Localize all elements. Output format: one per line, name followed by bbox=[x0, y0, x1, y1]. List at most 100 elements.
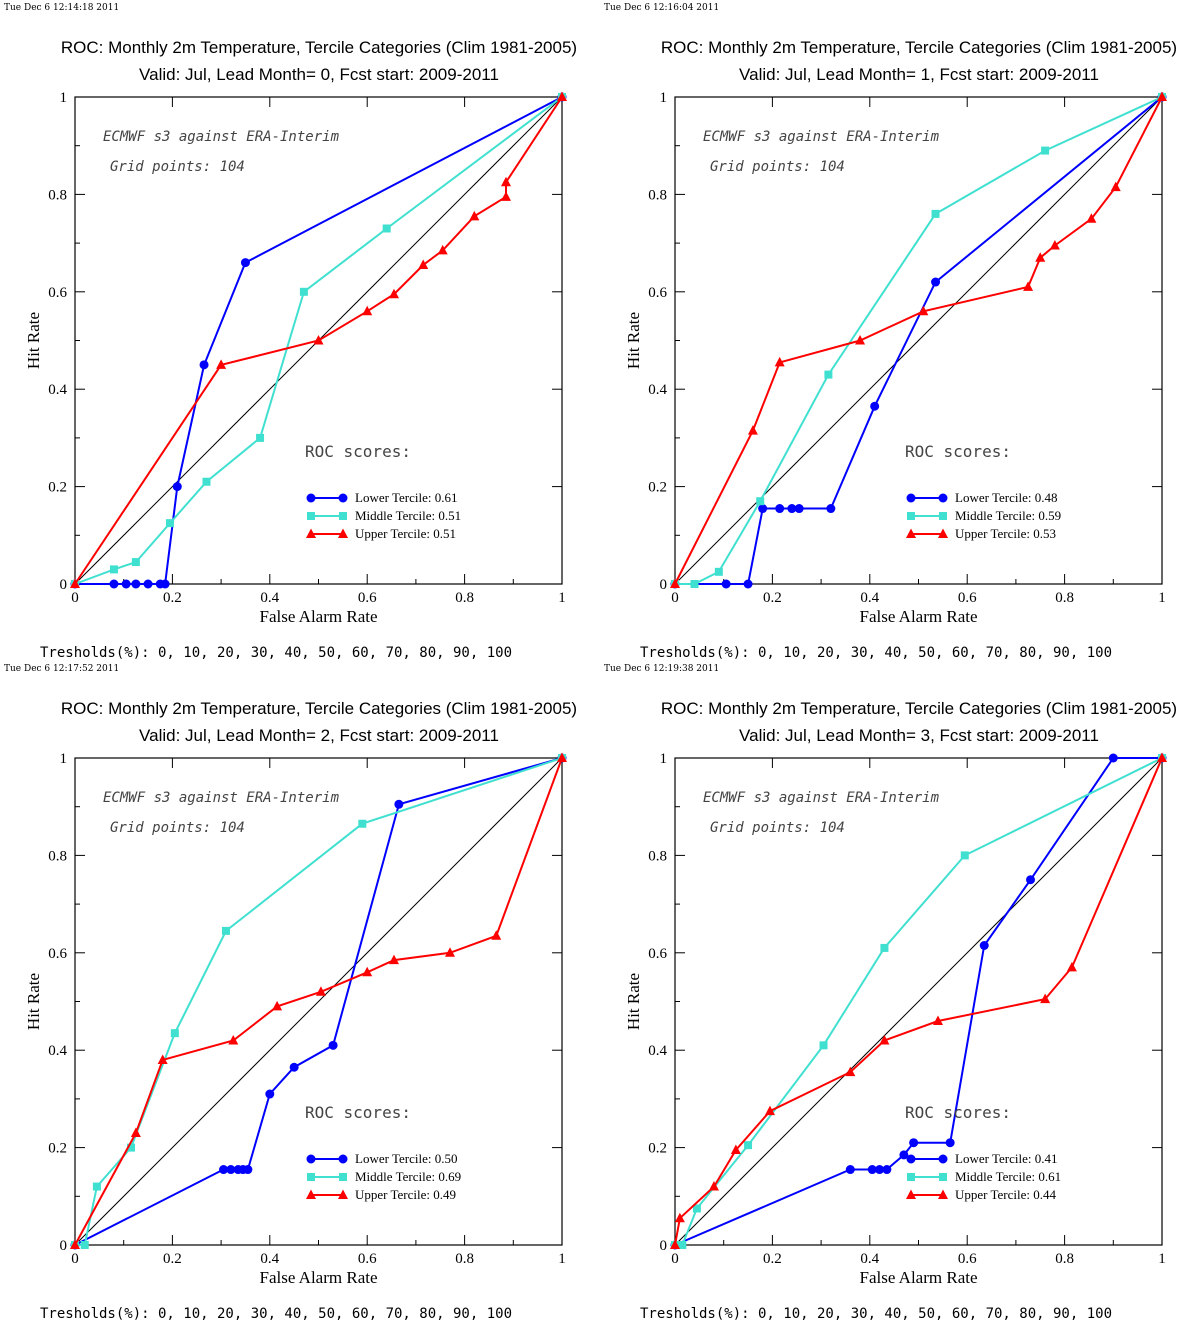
lower-tercile-point bbox=[226, 1165, 236, 1175]
middle-tercile-point bbox=[756, 497, 765, 506]
x-tick-label: 1 bbox=[558, 1251, 566, 1267]
middle-tercile-point bbox=[202, 477, 211, 486]
x-tick-label: 0.8 bbox=[1055, 590, 1074, 606]
y-axis-label: Hit Rate bbox=[624, 973, 643, 1030]
lower-tercile-point bbox=[775, 504, 785, 514]
upper-tercile-point bbox=[1035, 252, 1046, 262]
legend-entry: Upper Tercile: 0.49 bbox=[355, 1187, 456, 1202]
legend-marker bbox=[938, 1154, 948, 1164]
legend-marker bbox=[906, 528, 916, 538]
legend-marker bbox=[307, 1173, 315, 1181]
y-tick-label: 0.8 bbox=[48, 848, 67, 864]
lower-tercile-point bbox=[931, 277, 941, 287]
x-tick-label: 0.8 bbox=[1055, 1251, 1074, 1267]
legend-entry: Upper Tercile: 0.53 bbox=[955, 526, 1056, 541]
lower-tercile-point bbox=[199, 360, 209, 370]
upper-tercile-point bbox=[708, 1181, 719, 1191]
lower-tercile-point bbox=[172, 482, 182, 492]
legend-entry: Lower Tercile: 0.61 bbox=[355, 490, 457, 505]
y-tick-label: 1 bbox=[660, 751, 668, 767]
legend-marker bbox=[339, 1173, 347, 1181]
upper-tercile-point bbox=[557, 91, 567, 101]
upper-tercile-point bbox=[1157, 752, 1167, 762]
legend-marker bbox=[939, 1173, 947, 1181]
lower-tercile-point bbox=[219, 1165, 229, 1175]
lower-tercile-point bbox=[899, 1150, 909, 1160]
middle-tercile-point bbox=[109, 565, 118, 574]
x-tick-label: 0.6 bbox=[958, 1251, 977, 1267]
roc-panel-2: Tue Dec 6 12:17:52 2011 ROC: Monthly 2m T… bbox=[4, 664, 577, 1322]
x-tick-label: 0.6 bbox=[958, 590, 977, 606]
lower-tercile-point bbox=[870, 401, 880, 411]
no-skill-diagonal bbox=[74, 757, 563, 1246]
series-line-square bbox=[675, 96, 1163, 585]
upper-tercile-point bbox=[388, 954, 399, 965]
x-tick-label: 0.6 bbox=[358, 1251, 377, 1267]
legend-entry: Middle Tercile: 0.69 bbox=[355, 1169, 461, 1184]
model-annotation: ECMWF s3 against ERA-Interim bbox=[103, 129, 340, 145]
lower-tercile-point bbox=[743, 579, 753, 589]
model-annotation: ECMWF s3 against ERA-Interim bbox=[703, 129, 940, 145]
roc-scores-heading: ROC scores: bbox=[305, 442, 411, 461]
legend-marker bbox=[306, 1189, 316, 1199]
y-tick-label: 0 bbox=[660, 577, 668, 593]
y-axis-label: Hit Rate bbox=[624, 312, 643, 369]
no-skill-diagonal bbox=[674, 757, 1163, 1246]
middle-tercile-point bbox=[358, 819, 367, 828]
middle-tercile-point bbox=[824, 370, 833, 379]
upper-tercile-point bbox=[1066, 961, 1077, 972]
x-axis-label: False Alarm Rate bbox=[259, 1268, 377, 1287]
x-tick-label: 1 bbox=[1158, 1251, 1166, 1267]
x-tick-label: 0.2 bbox=[763, 590, 782, 606]
y-tick-label: 0.4 bbox=[48, 1043, 67, 1059]
lower-tercile-point bbox=[160, 579, 170, 589]
x-tick-label: 0 bbox=[671, 1251, 679, 1267]
gridpoints-annotation: Grid points: 104 bbox=[110, 159, 245, 175]
lower-tercile-point bbox=[945, 1138, 955, 1148]
middle-tercile-point bbox=[127, 1143, 136, 1152]
y-tick-label: 0 bbox=[60, 577, 68, 593]
timestamp: Tue Dec 6 12:14:18 2011 bbox=[4, 3, 119, 13]
upper-tercile-point bbox=[774, 356, 785, 367]
lower-tercile-point bbox=[131, 579, 141, 589]
x-tick-label: 0.8 bbox=[455, 1251, 474, 1267]
upper-tercile-point bbox=[313, 335, 324, 345]
series-line-square bbox=[675, 757, 1163, 1246]
y-tick-label: 0 bbox=[660, 1238, 668, 1254]
lower-tercile-point bbox=[979, 940, 989, 950]
gridpoints-annotation: Grid points: 104 bbox=[710, 820, 845, 836]
upper-tercile-point bbox=[879, 1034, 890, 1045]
lower-tercile-point bbox=[265, 1089, 275, 1099]
middle-tercile-point bbox=[678, 1241, 687, 1249]
roc-scores-heading: ROC scores: bbox=[905, 1103, 1011, 1122]
upper-tercile-point bbox=[557, 752, 567, 762]
upper-tercile-point bbox=[362, 966, 373, 977]
middle-tercile-point bbox=[1041, 146, 1050, 155]
lower-tercile-point bbox=[845, 1165, 855, 1175]
lower-tercile-point bbox=[121, 579, 131, 589]
thresholds-caption: Tresholds(%): 0, 10, 20, 30, 40, 50, 60,… bbox=[40, 645, 512, 661]
legend-entry: Middle Tercile: 0.59 bbox=[955, 508, 1061, 523]
y-tick-label: 0.2 bbox=[648, 480, 667, 496]
chart-title: ROC: Monthly 2m Temperature, Tercile Cat… bbox=[61, 38, 577, 57]
middle-tercile-point bbox=[221, 926, 230, 935]
middle-tercile-point bbox=[382, 224, 391, 233]
legend-marker bbox=[338, 493, 348, 503]
x-tick-label: 0.6 bbox=[358, 590, 377, 606]
x-tick-label: 0.4 bbox=[860, 590, 879, 606]
upper-tercile-point bbox=[388, 288, 399, 299]
middle-tercile-point bbox=[165, 519, 174, 528]
upper-tercile-point bbox=[216, 359, 227, 369]
thresholds-caption: Tresholds(%): 0, 10, 20, 30, 40, 50, 60,… bbox=[640, 1306, 1112, 1322]
lower-tercile-point bbox=[867, 1165, 877, 1175]
legend-marker bbox=[307, 512, 315, 520]
x-axis-label: False Alarm Rate bbox=[859, 1268, 977, 1287]
y-axis-label: Hit Rate bbox=[24, 973, 43, 1030]
middle-tercile-point bbox=[714, 567, 723, 576]
chart-title: ROC: Monthly 2m Temperature, Tercile Cat… bbox=[661, 699, 1177, 718]
legend-marker bbox=[938, 528, 948, 538]
chart-subtitle: Valid: Jul, Lead Month= 3, Fcst start: 2… bbox=[739, 726, 1099, 745]
y-tick-label: 0.8 bbox=[648, 187, 667, 203]
legend-marker bbox=[306, 1154, 316, 1164]
legend-marker bbox=[906, 493, 916, 503]
